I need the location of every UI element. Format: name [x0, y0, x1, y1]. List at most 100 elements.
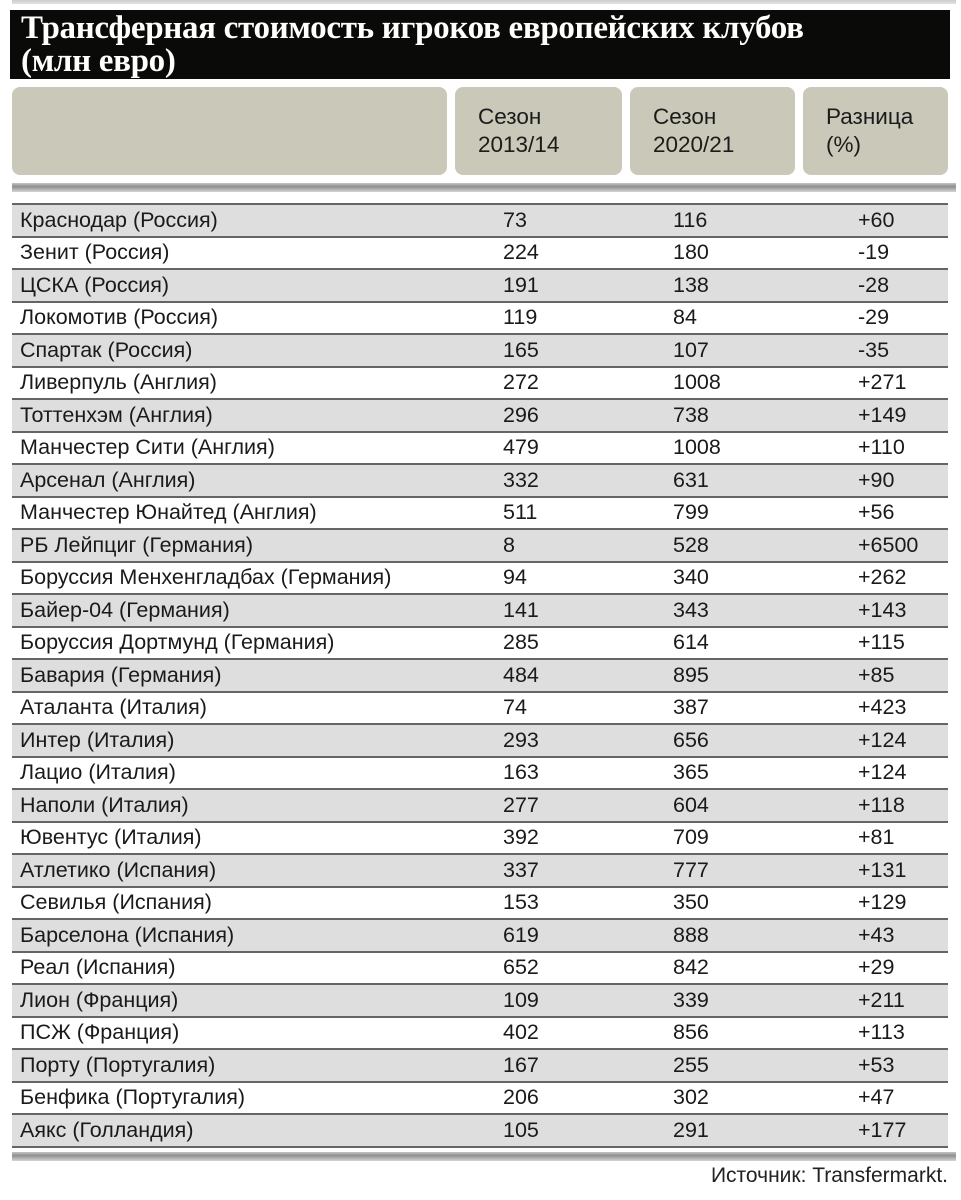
- table-row: Барселона (Испания) 619 888 +43: [12, 918, 948, 951]
- club-name: Наполи (Италия): [20, 792, 189, 817]
- value-season-2020-21: 528: [673, 532, 709, 557]
- value-season-2020-21: 842: [673, 955, 709, 980]
- club-name: Порту (Португалия): [20, 1052, 216, 1077]
- club-name: Спартак (Россия): [20, 337, 193, 362]
- value-difference-pct: +29: [858, 955, 895, 980]
- value-season-2013-14: 153: [503, 890, 539, 915]
- club-name: Байер-04 (Германия): [20, 597, 230, 622]
- value-season-2020-21: 350: [673, 890, 709, 915]
- page-title: Трансферная стоимость игроков европейски…: [21, 12, 950, 78]
- header-season-2013-14-line1: Сезон: [478, 104, 542, 129]
- value-season-2013-14: 619: [503, 922, 539, 947]
- value-difference-pct: +56: [858, 500, 895, 525]
- value-season-2013-14: 109: [503, 987, 539, 1012]
- value-season-2020-21: 291: [673, 1117, 709, 1142]
- value-season-2020-21: 387: [673, 695, 709, 720]
- value-difference-pct: +43: [858, 922, 895, 947]
- club-name: Барселона (Испания): [20, 922, 235, 947]
- value-season-2013-14: 141: [503, 597, 539, 622]
- header-season-2020-21: Сезон 2020/21: [630, 87, 795, 175]
- value-difference-pct: +124: [858, 760, 907, 785]
- club-name: Арсенал (Англия): [20, 467, 196, 492]
- table-header: Сезон 2013/14 Сезон 2020/21 Разница (%): [12, 87, 948, 175]
- table-row: Байер-04 (Германия) 141 343 +143: [12, 593, 948, 626]
- club-name: Боруссия Дортмунд (Германия): [20, 630, 335, 655]
- table-row: Аякс (Голландия) 105 291 +177: [12, 1113, 948, 1146]
- table-row: Манчестер Юнайтед (Англия) 511 799 +56: [12, 495, 948, 528]
- value-season-2013-14: 119: [503, 305, 538, 330]
- club-name: Бавария (Германия): [20, 662, 222, 687]
- value-season-2020-21: 1008: [673, 370, 721, 395]
- value-difference-pct: +90: [858, 467, 895, 492]
- table-row: Боруссия Дортмунд (Германия) 285 614 +11…: [12, 625, 948, 658]
- page-title-line2: (млн евро): [21, 43, 176, 79]
- table-row: Наполи (Италия) 277 604 +118: [12, 788, 948, 821]
- value-difference-pct: +113: [858, 1020, 905, 1045]
- club-name: Аякс (Голландия): [20, 1117, 194, 1142]
- value-season-2020-21: 255: [673, 1052, 709, 1077]
- club-name: Атлетико (Испания): [20, 857, 217, 882]
- club-name: Локомотив (Россия): [20, 305, 219, 330]
- header-difference-pct: Разница (%): [803, 87, 948, 175]
- club-name: Лион (Франция): [20, 987, 179, 1012]
- table-row: Спартак (Россия) 165 107 -35: [12, 333, 948, 366]
- club-name: Краснодар (Россия): [20, 207, 218, 232]
- table-row: Севилья (Испания) 153 350 +129: [12, 885, 948, 918]
- club-name: Аталанта (Италия): [20, 695, 207, 720]
- value-season-2013-14: 296: [503, 402, 539, 427]
- value-season-2020-21: 180: [673, 240, 709, 265]
- header-season-2020-21-line2: 2020/21: [653, 132, 735, 157]
- value-difference-pct: +129: [858, 890, 907, 915]
- value-season-2020-21: 116: [673, 207, 708, 232]
- value-difference-pct: +115: [858, 630, 905, 655]
- table-row: Порту (Португалия) 167 255 +53: [12, 1048, 948, 1081]
- value-season-2013-14: 337: [503, 857, 539, 882]
- value-season-2020-21: 656: [673, 727, 709, 752]
- club-name: Реал (Испания): [20, 955, 176, 980]
- club-name: Боруссия Менхенгладбах (Германия): [20, 565, 392, 590]
- value-difference-pct: +177: [858, 1117, 907, 1142]
- value-difference-pct: +85: [858, 662, 895, 687]
- value-season-2020-21: 631: [673, 467, 709, 492]
- table-row: Краснодар (Россия) 73 116 +60: [12, 203, 948, 236]
- club-name: Бенфика (Португалия): [20, 1085, 246, 1110]
- value-season-2013-14: 206: [503, 1085, 539, 1110]
- value-season-2020-21: 340: [673, 565, 709, 590]
- header-divider-bar: [12, 183, 956, 192]
- value-difference-pct: +262: [858, 565, 907, 590]
- table-row: Реал (Испания) 652 842 +29: [12, 950, 948, 983]
- value-season-2013-14: 332: [503, 467, 539, 492]
- value-season-2020-21: 1008: [673, 435, 721, 460]
- value-season-2013-14: 652: [503, 955, 539, 980]
- value-season-2020-21: 604: [673, 792, 709, 817]
- table-row: Ливерпуль (Англия) 272 1008 +271: [12, 365, 948, 398]
- value-season-2013-14: 191: [503, 272, 539, 297]
- value-season-2013-14: 73: [503, 207, 527, 232]
- table-row: ПСЖ (Франция) 402 856 +113: [12, 1015, 948, 1048]
- table-row: Атлетико (Испания) 337 777 +131: [12, 853, 948, 886]
- club-name: Ливерпуль (Англия): [20, 370, 217, 395]
- value-season-2020-21: 895: [673, 662, 709, 687]
- value-difference-pct: +60: [858, 207, 895, 232]
- title-bar: Трансферная стоимость игроков европейски…: [10, 10, 950, 79]
- value-season-2020-21: 888: [673, 922, 709, 947]
- source-credit: Источник: Transfermarkt.: [710, 1164, 948, 1187]
- value-season-2013-14: 272: [503, 370, 539, 395]
- table-row: Лион (Франция) 109 339 +211: [12, 983, 948, 1016]
- value-season-2013-14: 8: [503, 532, 515, 557]
- club-name: Тоттенхэм (Англия): [20, 402, 213, 427]
- value-season-2013-14: 392: [503, 825, 539, 850]
- value-difference-pct: +53: [858, 1052, 895, 1077]
- table-row: Ювентус (Италия) 392 709 +81: [12, 820, 948, 853]
- table-row: Арсенал (Англия) 332 631 +90: [12, 463, 948, 496]
- value-difference-pct: -28: [858, 272, 890, 297]
- value-difference-pct: +124: [858, 727, 907, 752]
- value-difference-pct: +143: [858, 597, 907, 622]
- value-season-2013-14: 402: [503, 1020, 539, 1045]
- table-row: Интер (Италия) 293 656 +124: [12, 723, 948, 756]
- value-season-2013-14: 74: [503, 695, 527, 720]
- table-row: Бавария (Германия) 484 895 +85: [12, 658, 948, 691]
- value-season-2013-14: 285: [503, 630, 539, 655]
- header-season-2013-14: Сезон 2013/14: [455, 87, 622, 175]
